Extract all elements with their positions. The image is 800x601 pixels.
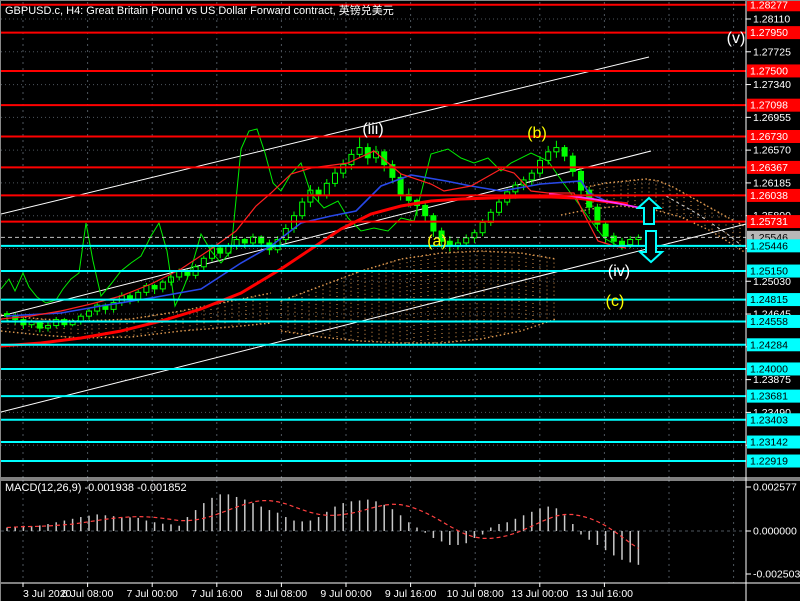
support-price-label: [747, 239, 800, 253]
svg-text:1.26185: 1.26185: [753, 177, 791, 189]
resistance-price-label: [747, 160, 800, 174]
signal-arrows-layer: [635, 196, 665, 264]
svg-text:1.23142: 1.23142: [750, 437, 788, 449]
svg-text:1.24558: 1.24558: [750, 316, 788, 328]
svg-text:1.26730: 1.26730: [750, 131, 788, 143]
svg-text:13 Jul 00:00: 13 Jul 00:00: [511, 588, 568, 600]
svg-text:1.25731: 1.25731: [750, 216, 788, 228]
svg-text:1.22919: 1.22919: [750, 456, 788, 468]
svg-text:1.23875: 1.23875: [753, 374, 791, 386]
wave-annotations-layer[interactable]: (iii) (b) (a) (iv) (c) (v): [362, 30, 745, 310]
support-price-label: [747, 362, 800, 376]
macd-pane: [1, 494, 746, 565]
wave-label-iv: (iv): [608, 263, 630, 280]
svg-text:9 Jul 00:00: 9 Jul 00:00: [320, 588, 372, 600]
price-axis: 1.28110 1.27725 1.27340 1.26955 1.26570 1.261…: [746, 1, 800, 581]
resistance-price-label: [747, 64, 800, 78]
svg-text:9 Jul 16:00: 9 Jul 16:00: [385, 588, 437, 600]
chart-title: GBPUSD.c, H4: Great Britain Pound vs US …: [5, 5, 394, 17]
support-price-label: [747, 454, 800, 468]
svg-text:1.28277: 1.28277: [750, 1, 788, 11]
svg-text:-0.002503: -0.002503: [753, 569, 800, 581]
wave-label-a: (a): [427, 233, 447, 250]
svg-text:1.28110: 1.28110: [753, 14, 790, 26]
svg-text:7 Jul 00:00: 7 Jul 00:00: [127, 588, 179, 600]
support-price-label: [747, 264, 800, 278]
resistance-price-label: [747, 130, 800, 144]
up-arrow-icon: [635, 196, 663, 225]
resistance-price-label: [747, 188, 800, 202]
svg-text:1.27725: 1.27725: [753, 46, 791, 58]
svg-text:1.25446: 1.25446: [750, 240, 788, 252]
support-price-label: [747, 435, 800, 449]
svg-text:1.26955: 1.26955: [753, 112, 791, 124]
svg-text:1.26038: 1.26038: [750, 190, 788, 202]
resistance-price-label: [747, 215, 800, 229]
svg-text:1.23681: 1.23681: [750, 391, 788, 403]
support-price-label: [747, 338, 800, 352]
support-price-label: [747, 314, 800, 328]
svg-text:1.27500: 1.27500: [750, 65, 788, 77]
svg-text:13 Jul 16:00: 13 Jul 16:00: [576, 588, 633, 600]
svg-text:1.24000: 1.24000: [750, 363, 788, 375]
svg-text:1.26367: 1.26367: [750, 162, 788, 174]
svg-text:0.000000: 0.000000: [753, 526, 797, 538]
svg-text:3 Jul 2020: 3 Jul 2020: [23, 588, 72, 600]
svg-text:1.27950: 1.27950: [750, 27, 788, 39]
macd-indicator-label: MACD(12,26,9) -0.001938 -0.001852: [5, 482, 187, 494]
wave-label-c: (c): [606, 293, 625, 310]
svg-text:1.23403: 1.23403: [750, 414, 788, 426]
wave-label-iii: (iii): [362, 121, 383, 138]
svg-text:1.25030: 1.25030: [753, 276, 791, 288]
svg-text:7 Jul 16:00: 7 Jul 16:00: [191, 588, 243, 600]
support-price-label: [747, 293, 800, 307]
resistance-price-label: [747, 1, 800, 12]
svg-text:10 Jul 08:00: 10 Jul 08:00: [447, 588, 504, 600]
svg-text:1.27098: 1.27098: [750, 100, 788, 112]
support-price-label: [747, 413, 800, 427]
svg-text:1.24815: 1.24815: [750, 294, 788, 306]
svg-text:0.002577: 0.002577: [753, 482, 797, 494]
wave-label-b: (b): [527, 125, 547, 142]
resistance-price-label: [747, 98, 800, 112]
wave-label-v: (v): [727, 30, 746, 47]
svg-text:1.25150: 1.25150: [750, 266, 788, 278]
trend-lines-layer[interactable]: [1, 56, 747, 413]
grid-layer: [1, 2, 746, 583]
down-arrow-icon: [637, 230, 665, 264]
support-resistance-lines-layer[interactable]: [1, 3, 746, 463]
svg-text:1.27340: 1.27340: [753, 79, 791, 91]
support-price-label: [747, 389, 800, 403]
svg-text:1.24284: 1.24284: [750, 339, 788, 351]
svg-text:1.26570: 1.26570: [753, 145, 791, 157]
resistance-price-label: [747, 26, 800, 40]
svg-text:6 Jul 08:00: 6 Jul 08:00: [62, 588, 114, 600]
svg-text:8 Jul 08:00: 8 Jul 08:00: [256, 588, 308, 600]
